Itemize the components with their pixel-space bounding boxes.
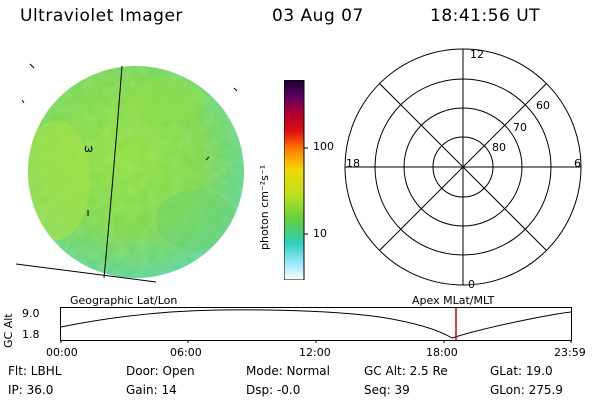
- instrument-title: Ultraviolet Imager: [20, 6, 183, 26]
- uv-image: ω: [16, 63, 244, 283]
- time-tick-1200: 12:00: [299, 346, 331, 359]
- info-glon: GLon: 275.9: [490, 383, 563, 397]
- meridian-line: [103, 65, 123, 279]
- altitude-plot: [60, 307, 572, 343]
- info-gc-alt: GC Alt: 2.5 Re: [364, 364, 448, 378]
- colorbar: [284, 80, 308, 280]
- info-dsp: Dsp: -0.0: [246, 383, 301, 397]
- info-glat: GLat: 19.0: [490, 364, 553, 378]
- altitude-curve: [60, 309, 572, 339]
- mlat-label-70: 70: [513, 121, 527, 134]
- info-seq: Seq: 39: [364, 383, 410, 397]
- altitude-ymax: 9.0: [22, 307, 40, 320]
- time-label: 18:41:56 UT: [430, 6, 541, 26]
- mlt-label-0: 0: [468, 278, 475, 291]
- info-mode: Mode: Normal: [246, 364, 330, 378]
- image-marker: ω: [84, 142, 93, 155]
- info-filter: Flt: LBHL: [8, 364, 62, 378]
- mlat-label-60: 60: [536, 99, 550, 112]
- apex-panel-label: Apex MLat/MLT: [412, 294, 495, 307]
- mlt-label-6: 6: [574, 157, 581, 170]
- latitude-line: [16, 263, 157, 283]
- info-ip: IP: 36.0: [8, 383, 54, 397]
- altitude-ylabel: GC Alt: [2, 313, 15, 348]
- info-door: Door: Open: [126, 364, 195, 378]
- time-tick-2359: 23:59: [554, 346, 586, 359]
- mlat-label-80: 80: [492, 141, 506, 154]
- altitude-ymin: 1.8: [22, 328, 40, 341]
- mlt-label-12: 12: [470, 48, 484, 61]
- time-tick-0000: 00:00: [46, 346, 78, 359]
- colorbar-unit-label: photon cm⁻²s⁻¹: [258, 164, 271, 250]
- colorbar-tick-10: 10: [313, 227, 327, 240]
- time-tick-0600: 06:00: [170, 346, 202, 359]
- date-label: 03 Aug 07: [272, 6, 364, 26]
- polar-plot: [344, 48, 582, 286]
- geographic-panel-label: Geographic Lat/Lon: [70, 294, 178, 307]
- info-gain: Gain: 14: [126, 383, 177, 397]
- mlt-label-18: 18: [346, 157, 360, 170]
- time-tick-1800: 18:00: [426, 346, 458, 359]
- colorbar-tick-100: 100: [313, 140, 334, 153]
